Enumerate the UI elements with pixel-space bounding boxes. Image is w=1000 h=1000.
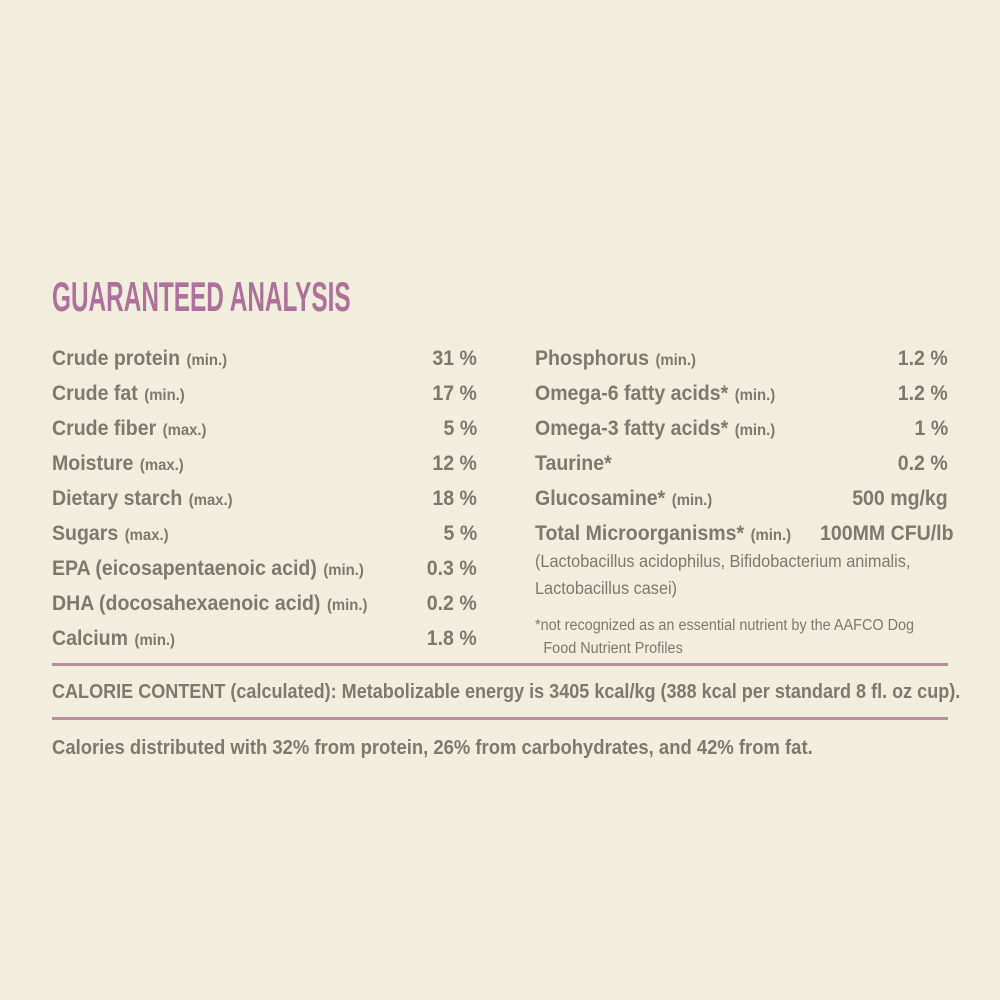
analysis-columns: Crude protein (min.) 31 % Crude fat (min.)… [52, 341, 954, 660]
nutrient-name: Omega-3 fatty acids* [535, 417, 729, 440]
nutrient-name: Omega-6 fatty acids* [535, 382, 729, 405]
nutrient-value: 1 % [914, 417, 948, 440]
nutrient-qualifier: (max.) [124, 527, 169, 544]
nutrient-value: 5 % [443, 417, 477, 440]
nutrient-value: 1.2 % [898, 382, 948, 405]
nutrient-value: 5 % [443, 522, 477, 545]
analysis-row: Calcium (min.) 1.8 % [52, 621, 477, 656]
nutrient-name: Calcium [52, 627, 128, 650]
nutrient-name: Dietary starch [52, 487, 183, 510]
nutrient-name: Taurine* [535, 452, 612, 475]
nutrient-value: 1.2 % [898, 347, 948, 370]
nutrient-value: 100MM CFU/lb [820, 522, 954, 545]
divider-rule-bottom [52, 717, 948, 720]
analysis-row: EPA (eicosapentaenoic acid) (min.) 0.3 % [52, 551, 477, 586]
analysis-row: Sugars (max.) 5 % [52, 516, 477, 551]
section-title: GUARANTEED ANALYSIS [52, 273, 351, 320]
analysis-row: Total Microorganisms* (min.) 100MM CFU/lb [535, 516, 954, 551]
nutrient-value: 0.2 % [898, 452, 948, 475]
nutrient-qualifier: (max.) [162, 422, 207, 439]
analysis-row: Crude protein (min.) 31 % [52, 341, 477, 376]
analysis-row: DHA (docosahexaenoic acid) (min.) 0.2 % [52, 586, 477, 621]
nutrient-qualifier: (min.) [326, 597, 368, 614]
analysis-row: Omega-3 fatty acids* (min.) 1 % [535, 411, 948, 446]
nutrient-value: 500 mg/kg [852, 487, 948, 510]
nutrient-qualifier: (max.) [139, 457, 184, 474]
calorie-distribution-statement: Calories distributed with 32% from prote… [52, 736, 813, 759]
nutrient-qualifier: (min.) [750, 527, 792, 544]
analysis-row: Omega-6 fatty acids* (min.) 1.2 % [535, 376, 948, 411]
nutrient-value: 0.3 % [427, 557, 477, 580]
calorie-content-statement: CALORIE CONTENT (calculated): Metaboliza… [52, 680, 961, 703]
nutrient-qualifier: (min.) [734, 387, 776, 404]
nutrient-name: DHA (docosahexaenoic acid) [52, 592, 321, 615]
microorganisms-species-note: (Lactobacillus acidophilus, Bifidobacter… [535, 551, 911, 598]
nutrient-name: Total Microorganisms* [535, 522, 745, 545]
nutrient-name: Glucosamine* [535, 487, 666, 510]
nutrient-value: 1.8 % [427, 627, 477, 650]
analysis-row: Dietary starch (max.) 18 % [52, 481, 477, 516]
analysis-column-right: Phosphorus (min.) 1.2 % Omega-6 fatty aci… [535, 341, 954, 660]
analysis-row: Crude fat (min.) 17 % [52, 376, 477, 411]
nutrient-name: Phosphorus [535, 347, 649, 370]
analysis-column-left: Crude protein (min.) 31 % Crude fat (min.)… [52, 341, 477, 660]
nutrient-qualifier: (max.) [188, 492, 233, 509]
nutrient-qualifier: (min.) [134, 632, 175, 649]
nutrient-value: 0.2 % [427, 592, 477, 615]
analysis-row: Moisture (max.) 12 % [52, 446, 477, 481]
nutrient-value: 31 % [432, 347, 477, 370]
divider-rule-top [52, 663, 948, 666]
nutrient-qualifier: (min.) [655, 352, 696, 369]
analysis-row: Glucosamine* (min.) 500 mg/kg [535, 481, 948, 516]
nutrient-name: Moisture [52, 452, 134, 475]
nutrient-qualifier: (min.) [144, 387, 185, 404]
nutrient-name: Sugars [52, 522, 119, 545]
nutrient-name: Crude fiber [52, 417, 157, 440]
nutrient-name: Crude fat [52, 382, 138, 405]
aafco-footnote: *not recognized as an essential nutrient… [535, 617, 915, 657]
nutrient-value: 18 % [432, 487, 477, 510]
nutrient-qualifier: (min.) [734, 422, 776, 439]
nutrient-value: 17 % [432, 382, 477, 405]
analysis-row: Crude fiber (max.) 5 % [52, 411, 477, 446]
nutrient-value: 12 % [432, 452, 477, 475]
guaranteed-analysis-section: GUARANTEED ANALYSIS Crude protein (min.) … [52, 273, 961, 760]
nutrient-name: Crude protein [52, 347, 181, 370]
analysis-row: Taurine* 0.2 % [535, 446, 948, 481]
nutrient-qualifier: (min.) [671, 492, 713, 509]
analysis-row: Phosphorus (min.) 1.2 % [535, 341, 948, 376]
nutrient-name: EPA (eicosapentaenoic acid) [52, 557, 317, 580]
nutrient-qualifier: (min.) [186, 352, 228, 369]
nutrient-qualifier: (min.) [323, 562, 364, 579]
